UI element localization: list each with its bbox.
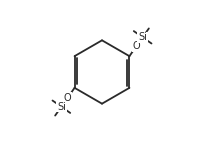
Text: Si: Si: [57, 102, 66, 112]
Text: O: O: [64, 93, 71, 103]
Text: O: O: [133, 41, 140, 51]
Text: Si: Si: [138, 32, 147, 42]
